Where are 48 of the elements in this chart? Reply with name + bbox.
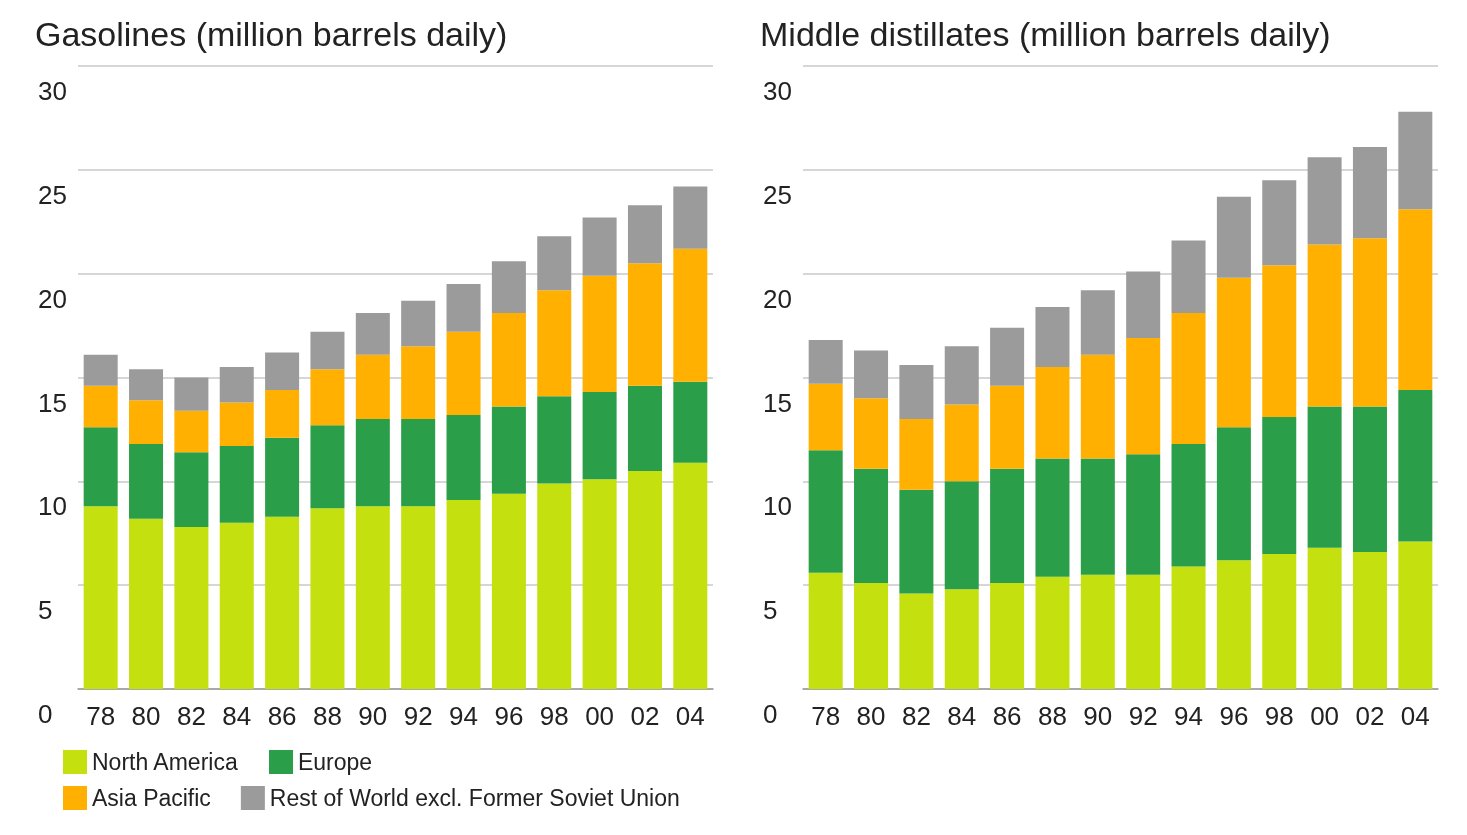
x-tick-label: 02 bbox=[1355, 701, 1385, 731]
y-tick-label: 25 bbox=[763, 179, 792, 210]
y-tick-label: 10 bbox=[763, 491, 792, 522]
chart-title: Middle distillates (million barrels daily) bbox=[760, 15, 1331, 53]
x-tick-label: 00 bbox=[1310, 701, 1340, 731]
x-tick-label: 90 bbox=[1083, 701, 1113, 731]
x-tick-label: 98 bbox=[539, 701, 569, 731]
legend-label: Asia Pacific bbox=[92, 785, 211, 811]
x-tick-label: 94 bbox=[1174, 701, 1203, 731]
x-tick-label: 78 bbox=[811, 701, 841, 731]
x-tick-label: 96 bbox=[1219, 701, 1249, 731]
y-tick-label: 20 bbox=[763, 283, 792, 314]
legend-label: North America bbox=[92, 749, 238, 775]
x-tick-label: 88 bbox=[313, 701, 342, 731]
y-tick-label: 0 bbox=[38, 699, 53, 729]
x-tick-label: 02 bbox=[630, 701, 660, 731]
y-tick-label: 15 bbox=[38, 387, 67, 418]
x-tick-label: 94 bbox=[449, 701, 478, 731]
legend-label: Rest of World excl. Former Soviet Union bbox=[269, 785, 680, 811]
y-tick-label: 20 bbox=[38, 283, 67, 314]
x-tick-label: 82 bbox=[901, 701, 931, 731]
x-tick-label: 82 bbox=[176, 701, 206, 731]
y-tick-label: 15 bbox=[763, 387, 792, 418]
y-tick-label: 30 bbox=[38, 76, 67, 106]
x-tick-label: 04 bbox=[1400, 701, 1430, 731]
chart-title: Gasolines (million barrels daily) bbox=[35, 15, 508, 53]
y-tick-label: 5 bbox=[38, 595, 53, 626]
x-tick-label: 98 bbox=[1264, 701, 1294, 731]
x-tick-label: 86 bbox=[992, 701, 1022, 731]
x-tick-label: 84 bbox=[947, 701, 977, 731]
x-tick-label: 84 bbox=[222, 701, 252, 731]
x-tick-label: 80 bbox=[856, 701, 886, 731]
y-tick-label: 25 bbox=[38, 179, 67, 210]
legend-label: Europe bbox=[297, 749, 373, 775]
y-tick-label: 5 bbox=[763, 595, 778, 626]
x-tick-label: 88 bbox=[1038, 701, 1067, 731]
x-tick-label: 90 bbox=[358, 701, 388, 731]
x-tick-label: 86 bbox=[267, 701, 297, 731]
x-tick-label: 80 bbox=[131, 701, 161, 731]
y-tick-label: 30 bbox=[763, 76, 792, 106]
x-tick-label: 78 bbox=[86, 701, 116, 731]
x-tick-label: 00 bbox=[585, 701, 615, 731]
y-tick-label: 0 bbox=[763, 699, 778, 729]
x-tick-label: 92 bbox=[1128, 701, 1158, 731]
y-tick-label: 10 bbox=[38, 491, 67, 522]
x-tick-label: 96 bbox=[494, 701, 524, 731]
x-tick-label: 92 bbox=[403, 701, 433, 731]
x-tick-label: 04 bbox=[675, 701, 705, 731]
